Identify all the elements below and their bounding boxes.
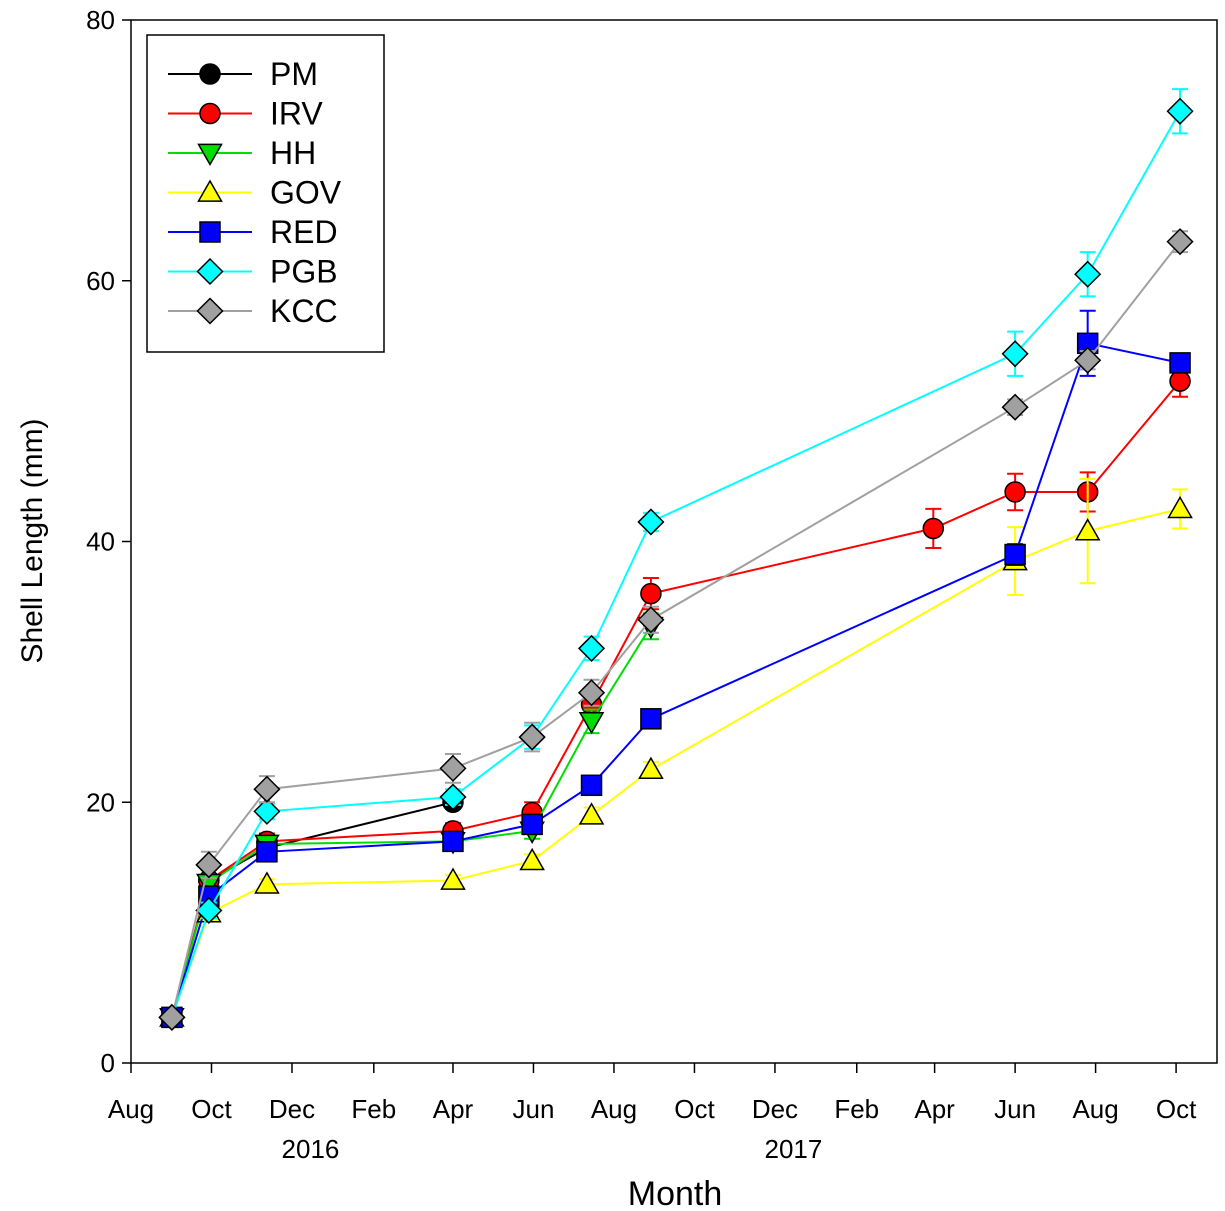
data-point: [1001, 340, 1029, 368]
data-point: [195, 896, 223, 925]
data-point: [1166, 97, 1194, 125]
data-point: [578, 802, 605, 825]
x-tick-label: Oct: [1156, 1094, 1197, 1124]
year-label: 2017: [764, 1134, 822, 1164]
series-line: [170, 342, 1181, 1018]
series-layer: [158, 88, 1194, 1031]
legend-item-hh: HH: [168, 135, 316, 171]
x-tick-label: Dec: [752, 1094, 798, 1124]
legend-label: GOV: [270, 175, 342, 211]
series-line: [170, 507, 1181, 1018]
x-tick-label: Aug: [108, 1094, 154, 1124]
legend-item-red: RED: [168, 214, 338, 250]
data-point: [253, 797, 281, 825]
data-point: [440, 867, 466, 890]
x-tick-label: Aug: [1072, 1094, 1118, 1124]
x-tick-label: Apr: [914, 1094, 955, 1124]
data-point: [195, 851, 223, 879]
legend-label: PM: [270, 56, 318, 92]
data-point: [1169, 370, 1191, 392]
x-axis-title: Month: [628, 1175, 723, 1211]
y-tick-label: 0: [101, 1048, 115, 1078]
legend-marker: [196, 257, 224, 286]
y-tick-label: 40: [86, 527, 115, 557]
x-tick-label: Feb: [834, 1094, 879, 1124]
legend-label: HH: [270, 135, 316, 171]
data-point: [577, 634, 606, 662]
x-tick-label: Jun: [994, 1094, 1036, 1124]
data-point: [640, 582, 662, 605]
data-point: [1004, 481, 1026, 503]
legend-marker: [199, 102, 221, 125]
series-kcc: [158, 228, 1194, 1031]
legend-marker: [197, 179, 223, 202]
y-tick-label: 20: [86, 787, 115, 817]
year-label: 2016: [282, 1134, 340, 1164]
data-point: [638, 756, 664, 780]
data-point: [439, 783, 467, 811]
data-point: [521, 813, 543, 836]
data-point: [1074, 346, 1102, 374]
legend-marker: [197, 143, 223, 167]
series-red: [161, 309, 1191, 1029]
legend-item-kcc: KCC: [168, 293, 338, 329]
data-point: [637, 508, 665, 536]
legend-label: IRV: [270, 96, 323, 132]
data-point: [578, 712, 605, 735]
x-tick-label: Apr: [433, 1094, 474, 1124]
y-axis-title: Shell Length (mm): [16, 418, 49, 663]
data-point: [254, 871, 280, 894]
legend-label: KCC: [270, 293, 338, 329]
y-tick-label: 60: [86, 266, 115, 296]
y-tick-label: 80: [86, 5, 115, 35]
data-point: [1004, 543, 1026, 566]
series-line: [170, 240, 1181, 1018]
data-point: [519, 847, 545, 871]
data-point: [1074, 260, 1102, 288]
data-point: [518, 723, 546, 751]
legend-item-irv: IRV: [168, 96, 323, 132]
data-point: [442, 830, 464, 853]
legend-item-pm: PM: [168, 56, 318, 92]
x-tick-label: Feb: [351, 1094, 396, 1124]
series-line: [170, 110, 1181, 1018]
legend-marker: [199, 63, 221, 85]
data-point: [439, 754, 467, 782]
data-point: [1074, 518, 1101, 541]
legend-label: RED: [270, 214, 338, 250]
data-point: [1166, 228, 1194, 256]
x-tick-label: Jun: [513, 1094, 555, 1124]
x-tick-label: Dec: [269, 1094, 315, 1124]
data-point: [1169, 352, 1191, 374]
legend-marker: [196, 297, 224, 325]
data-point: [1001, 393, 1029, 421]
legend-item-gov: GOV: [168, 175, 342, 211]
data-point: [158, 1003, 186, 1031]
x-tick-label: Oct: [674, 1094, 715, 1124]
data-point: [580, 774, 603, 797]
legend-marker: [199, 221, 221, 243]
data-point: [637, 606, 665, 634]
data-point: [577, 679, 606, 707]
legend-label: PGB: [270, 254, 338, 290]
data-point: [1167, 495, 1193, 519]
axes: 0 20 40 60 80 Aug Oct Dec Feb Apr Jun Aug Oct Dec Feb A…: [86, 5, 1218, 1164]
legend-item-pgb: PGB: [168, 254, 338, 290]
x-tick-label: Oct: [191, 1094, 232, 1124]
data-point: [256, 841, 278, 863]
data-point: [253, 775, 281, 803]
data-point: [922, 517, 945, 540]
x-tick-label: Aug: [591, 1094, 637, 1124]
data-point: [640, 708, 662, 730]
